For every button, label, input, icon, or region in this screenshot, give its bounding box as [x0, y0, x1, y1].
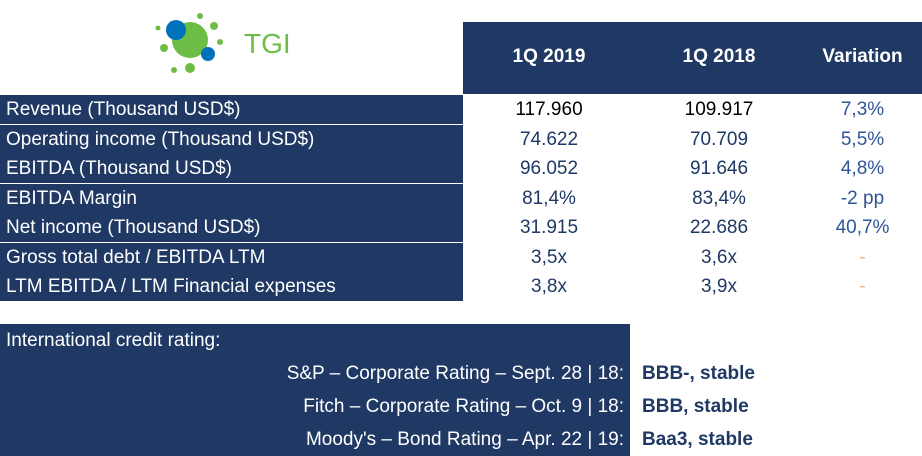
cell: 5,5%	[840, 128, 885, 150]
cell: 74.622	[519, 128, 579, 150]
cell: 70.709	[689, 128, 749, 150]
row-label: Revenue (Thousand USD$)	[0, 95, 463, 124]
cell: -2 pp	[840, 187, 885, 209]
column-header: Variation	[822, 46, 903, 67]
row-label: Operating income (Thousand USD$)	[0, 124, 463, 154]
rating-label: S&P – Corporate Rating – Sept. 28 | 18:	[0, 357, 630, 390]
cell: 40,7%	[835, 217, 890, 238]
rating-label: Fitch – Corporate Rating – Oct. 9 | 18:	[0, 390, 630, 423]
rating-label: Moody's – Bond Rating – Apr. 22 | 19:	[0, 423, 630, 456]
row-label: Gross total debt / EBITDA LTM	[0, 242, 463, 272]
cell: 96.052	[519, 158, 579, 179]
cell: 81,4%	[522, 187, 576, 209]
rating-value: Baa3, stable	[642, 429, 753, 450]
rating-value: BBB-, stable	[642, 363, 755, 384]
cell: 22.686	[689, 217, 749, 238]
rating-value: BBB, stable	[642, 396, 749, 417]
cell: 3,8x	[531, 276, 567, 297]
row-label: Net income (Thousand USD$)	[0, 213, 463, 242]
cell: -	[859, 276, 866, 297]
cell: 83,4%	[692, 187, 746, 209]
column-header: 1Q 2019	[512, 46, 586, 67]
cell: 3,6x	[701, 246, 737, 268]
logo	[155, 13, 223, 73]
cell: -	[859, 246, 866, 268]
ratings-title: International credit rating:	[0, 324, 630, 357]
cell: 4,8%	[840, 158, 885, 179]
column-header: 1Q 2018	[682, 46, 756, 67]
cell: 3,9x	[701, 276, 737, 297]
row-label: EBITDA Margin	[0, 183, 463, 213]
logo-text: TGI	[244, 28, 291, 59]
cell: 7,3%	[840, 99, 885, 120]
row-label: LTM EBITDA / LTM Financial expenses	[0, 272, 463, 301]
header-band	[463, 22, 922, 94]
cell: 3,5x	[531, 246, 567, 268]
row-label: EBITDA (Thousand USD$)	[0, 154, 463, 183]
cell: 91.646	[689, 158, 749, 179]
cell: 117.960	[515, 99, 583, 120]
cell: 109.917	[684, 99, 754, 120]
cell: 31.915	[519, 217, 579, 238]
